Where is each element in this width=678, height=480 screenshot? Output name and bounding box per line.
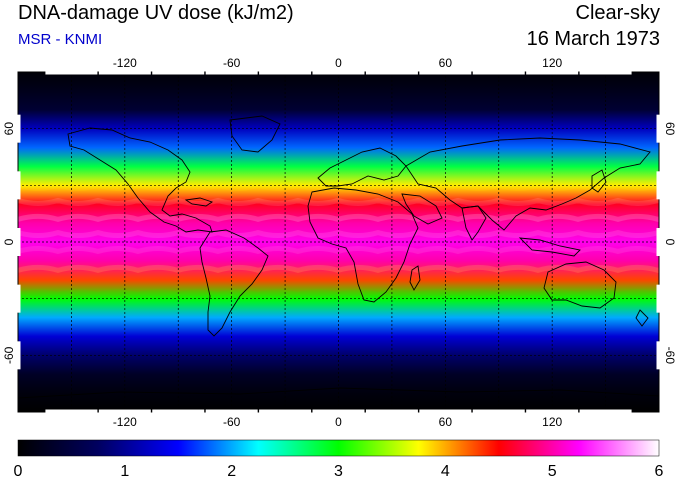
colorbar-label: 1 — [120, 463, 129, 480]
colorbar-label: 4 — [441, 463, 450, 480]
coast-caribbean — [184, 197, 214, 207]
coast-north-america — [67, 127, 213, 233]
lon-tick-label-bottom: 60 — [439, 415, 453, 429]
coast-europe — [317, 147, 407, 187]
lat-tick-label-right: 0 — [663, 239, 677, 246]
lon-tick-label-bottom: 0 — [335, 415, 342, 429]
axis-ticks: -120 -120 -60 -60 0 0 60 60 120 120 60 60 0 0 -60 -60 — [2, 56, 677, 429]
uv-streak — [18, 197, 659, 206]
coast-arabia — [401, 193, 443, 225]
source-label: MSR - KNMI — [18, 31, 103, 48]
lat-tick-label-right: 60 — [663, 122, 677, 136]
lat-tick-label-left: -60 — [2, 346, 16, 364]
lon-tick-label-top: -120 — [113, 56, 137, 70]
coast-antarctica — [18, 387, 659, 399]
colorbar-frame — [17, 439, 660, 457]
lat-tick-label-left: 60 — [2, 122, 16, 136]
lon-tick-label-bottom: 120 — [542, 415, 562, 429]
lon-tick-label-top: 60 — [439, 56, 453, 70]
uv-streak — [18, 213, 659, 222]
lat-tick-label-right: -60 — [663, 347, 677, 365]
map-overlays — [18, 72, 659, 412]
colorbar-labels: 0 1 2 3 4 5 6 — [14, 463, 664, 480]
coast-new-zealand — [635, 309, 649, 327]
uv-streak — [18, 264, 659, 273]
lat-tick-label-left: 0 — [2, 238, 16, 245]
lon-tick-label-bottom: -60 — [223, 415, 241, 429]
colorbar-label: 5 — [548, 463, 557, 480]
colorbar — [18, 440, 659, 456]
uv-streak — [18, 245, 659, 255]
coast-indonesia — [518, 237, 581, 257]
coast-japan — [591, 169, 607, 193]
colorbar-label: 6 — [655, 463, 664, 480]
map-title: DNA-damage UV dose (kJ/m2) — [18, 2, 294, 24]
coast-south-america — [199, 229, 269, 337]
uv-streak — [18, 182, 659, 191]
coast-africa — [307, 187, 419, 303]
uv-streak — [18, 289, 659, 298]
coast-india — [461, 205, 487, 241]
coast-greenland — [229, 115, 281, 153]
coastlines — [18, 115, 659, 399]
colorbar-label: 3 — [334, 463, 343, 480]
lon-tick-label-top: 120 — [542, 56, 562, 70]
uv-streak — [18, 229, 659, 239]
graticule — [18, 72, 659, 412]
coast-australia — [543, 261, 617, 309]
lon-tick-label-bottom: -120 — [113, 415, 137, 429]
lon-tick-label-top: 0 — [335, 56, 342, 70]
colorbar-label: 0 — [14, 463, 23, 480]
coast-madagascar — [409, 265, 421, 291]
lon-tick-label-top: -60 — [223, 56, 241, 70]
sky-condition-label: Clear-sky — [575, 2, 660, 24]
date-label: 16 March 1973 — [526, 28, 660, 50]
uv-field-variation — [18, 182, 659, 298]
colorbar-label: 2 — [227, 463, 236, 480]
